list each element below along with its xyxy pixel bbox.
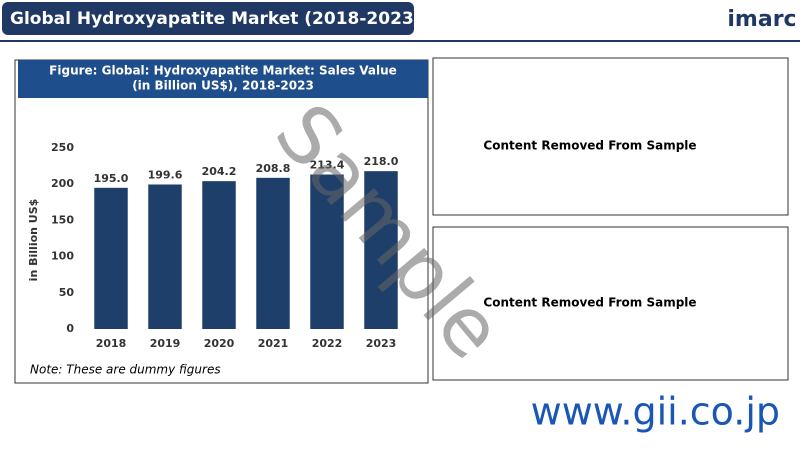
value-label: 195.0 [94,172,129,185]
value-label: 208.8 [256,162,291,175]
panel [432,226,789,381]
x-tick-label: 2018 [96,337,127,350]
x-tick-label: 2019 [150,337,181,350]
value-label: 204.2 [202,165,237,178]
x-tick-label: 2021 [258,337,289,350]
y-tick-label: 50 [59,286,75,299]
bar [364,171,398,329]
title-bar [2,2,414,35]
y-tick-label: 0 [66,322,74,335]
bar [148,184,182,329]
y-tick-label: 100 [51,250,74,263]
y-tick-label: 250 [51,141,74,154]
chart-title: (in Billion US$), 2018-2023 [132,79,314,93]
panel [432,57,789,216]
bar [310,174,344,329]
y-tick-label: 150 [51,213,74,226]
y-axis-label: in Billion US$ [27,199,40,282]
value-label: 199.6 [148,168,183,181]
panel-text: Content Removed From Sample [483,139,696,153]
slide-title: Global Hydroxyapatite Market (2018-2023) [10,9,422,29]
footer-url: www.gii.co.jp [531,390,780,434]
x-tick-label: 2023 [366,337,397,350]
bar [256,177,290,329]
logo: imarc [727,7,796,32]
panel-text: Content Removed From Sample [483,296,696,310]
chart-title-bar [18,60,428,98]
x-tick-label: 2022 [312,337,343,350]
bar [94,187,128,329]
x-tick-label: 2020 [204,337,235,350]
note: Note: These are dummy figures [30,363,221,377]
value-label: 213.4 [310,158,345,171]
chart-title: Figure: Global: Hydroxyapatite Market: S… [49,64,397,78]
bar [202,181,236,329]
y-tick-label: 200 [51,177,74,190]
value-label: 218.0 [364,155,399,168]
chart: 0 50 100 150 200 250 2018 195.0 2019 199.6 2020 204… [51,141,399,350]
